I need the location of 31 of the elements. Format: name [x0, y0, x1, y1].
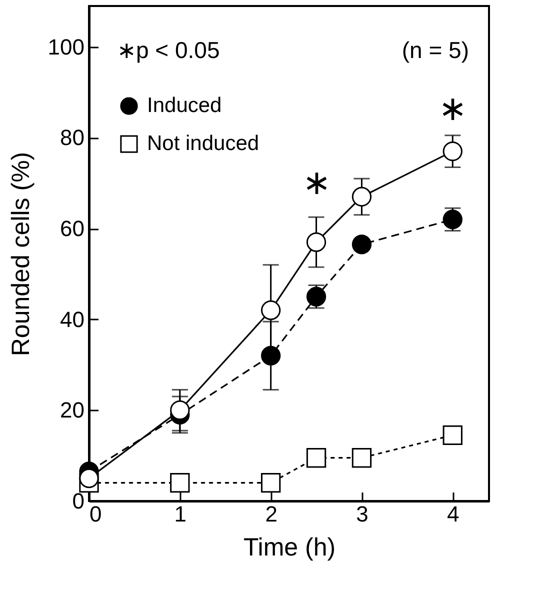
annotation: ∗p < 0.05: [117, 37, 220, 63]
point: [352, 186, 372, 207]
point: [442, 142, 462, 162]
legend-label: Not induced: [147, 132, 260, 155]
y-tick-label: 20: [60, 398, 84, 423]
y-tick-label: 100: [48, 34, 84, 60]
x-tick-label: 4: [447, 502, 460, 526]
point: [352, 448, 372, 468]
point: [442, 425, 462, 445]
x-tick-label: 0: [90, 502, 102, 526]
x-axis-title: Time (h): [243, 534, 336, 562]
y-tick-label: 60: [60, 216, 84, 242]
point: [306, 448, 326, 468]
x-tick-label: 2: [265, 502, 278, 526]
point: [306, 232, 326, 252]
annotation: (n = 5): [402, 37, 469, 63]
point: [260, 473, 281, 493]
annotation: ∗: [302, 164, 330, 202]
annotation: ∗: [438, 90, 467, 128]
legend-label: Induced: [147, 94, 222, 117]
point: [260, 346, 281, 366]
point: [352, 234, 372, 254]
point: [170, 400, 190, 420]
y-tick-label: 40: [60, 306, 84, 332]
x-tick-label: 1: [174, 502, 187, 526]
y-axis-title: Rounded cells (%): [6, 152, 35, 356]
point: [79, 468, 99, 488]
y-tick-label: 80: [60, 125, 84, 150]
point: [260, 300, 281, 320]
x-tick-label: 3: [356, 502, 368, 526]
point: [170, 473, 190, 493]
